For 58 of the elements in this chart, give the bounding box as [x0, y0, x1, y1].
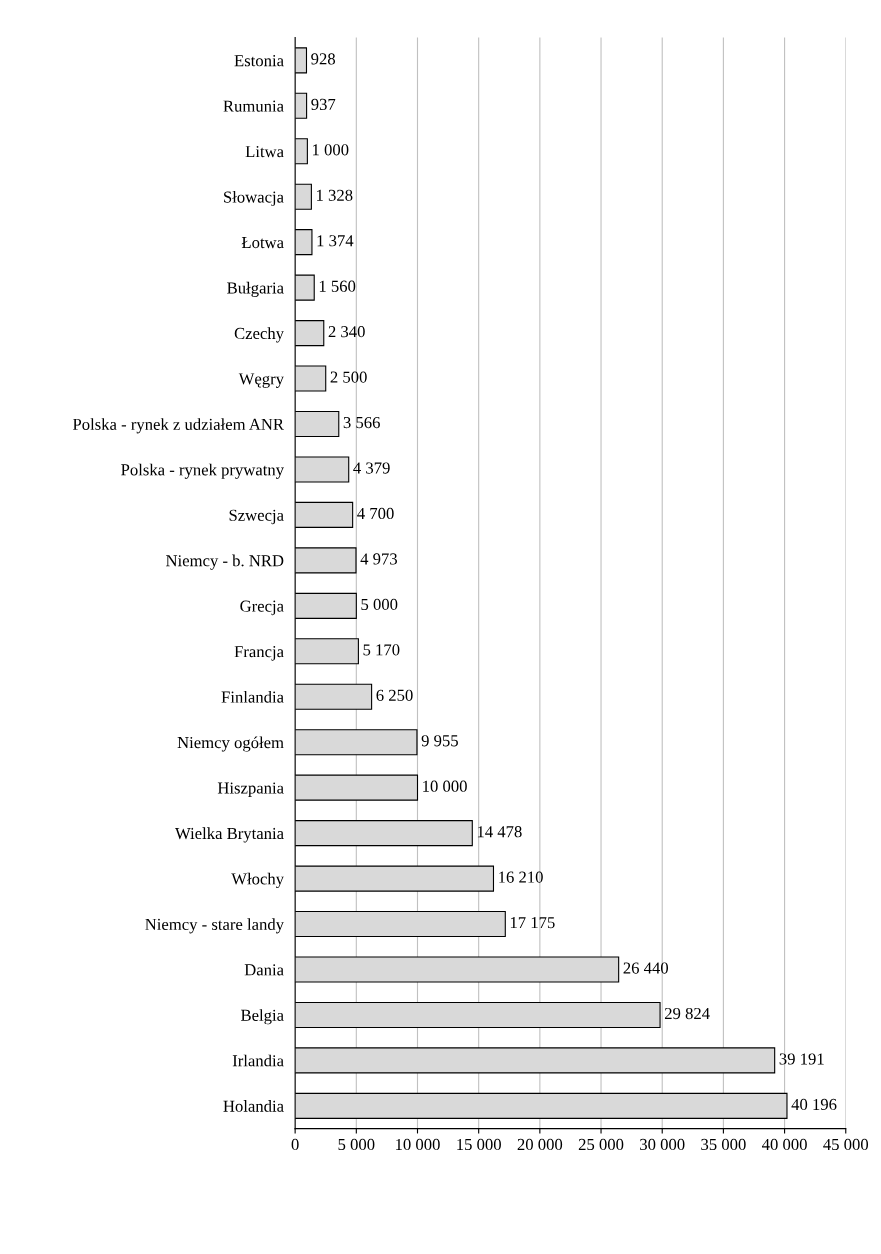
- x-tick-label: 10 000: [396, 1138, 440, 1151]
- data-label: 16 210: [499, 871, 543, 883]
- data-label: 6 250: [376, 689, 413, 701]
- data-label: 26 440: [623, 962, 669, 974]
- x-tick-label: 30 000: [640, 1138, 685, 1151]
- data-label: 2 340: [328, 326, 365, 338]
- y-tick-label: Czechy: [234, 327, 284, 343]
- y-tick-label: Irlandia: [232, 1054, 284, 1067]
- data-label: 1 374: [317, 235, 354, 247]
- x-tick-label: 35 000: [701, 1138, 746, 1151]
- x-tick-label: 45 000: [823, 1138, 869, 1151]
- data-label: 4 700: [357, 507, 394, 520]
- x-tick-label: 15 000: [457, 1138, 501, 1151]
- data-label: 17 175: [510, 917, 555, 929]
- y-tick-label: Niemcy - stare landy: [145, 918, 284, 934]
- data-label: 2 500: [330, 371, 367, 383]
- data-label: 1 560: [319, 280, 356, 292]
- y-tick-label: Węgry: [238, 373, 284, 388]
- data-label: 29 824: [664, 1007, 710, 1020]
- y-tick-label: Włochy: [231, 872, 284, 888]
- x-tick-label: 5 000: [338, 1138, 375, 1151]
- data-label: 10 000: [423, 780, 467, 792]
- y-tick-label: Polska - rynek prywatny: [121, 463, 284, 479]
- y-tick-label: Łotwa: [241, 237, 284, 249]
- data-label: 4 973: [360, 553, 397, 565]
- y-tick-label: Słowacja: [224, 190, 284, 207]
- y-tick-label: Finlandia: [221, 690, 284, 703]
- data-label: 928: [311, 53, 336, 65]
- data-label: 14 478: [477, 826, 522, 838]
- data-label: 5 000: [361, 598, 398, 611]
- x-tick-label: 0: [291, 1138, 299, 1151]
- y-tick-label: Francja: [234, 646, 284, 661]
- data-label: 39 191: [779, 1053, 824, 1065]
- x-tick-label: 40 000: [761, 1138, 807, 1151]
- y-tick-label: Bułgaria: [227, 281, 284, 298]
- data-label: 9 955: [421, 735, 458, 747]
- data-label: 937: [311, 98, 336, 110]
- y-tick-label: Niemcy - b. NRD: [166, 554, 284, 570]
- y-tick-label: Grecja: [240, 600, 284, 616]
- data-label: 1 328: [317, 189, 353, 201]
- y-tick-label: Dania: [244, 964, 284, 976]
- y-tick-label: Belgia: [241, 1009, 284, 1025]
- data-label: 40 196: [791, 1098, 837, 1111]
- y-tick-label: Estonia: [234, 55, 284, 67]
- y-tick-label: Hiszpania: [217, 782, 284, 797]
- y-tick-label: Litwa: [245, 146, 284, 158]
- y-tick-label: Niemcy ogółem: [177, 736, 284, 752]
- x-tick-label: 25 000: [578, 1138, 624, 1151]
- y-tick-label: Wielka Brytania: [175, 827, 284, 843]
- y-tick-label: Holandia: [223, 1100, 284, 1112]
- data-label: 5 170: [363, 644, 400, 656]
- data-label: 3 566: [343, 416, 380, 429]
- y-tick-label: Szwecja: [229, 509, 284, 525]
- y-tick-label: Rumunia: [223, 100, 284, 112]
- data-label: 1 000: [313, 144, 349, 156]
- data-label: 4 379: [353, 462, 390, 474]
- x-tick-label: 20 000: [517, 1138, 563, 1151]
- y-tick-label: Polska - rynek z udziałem ANR: [72, 418, 284, 434]
